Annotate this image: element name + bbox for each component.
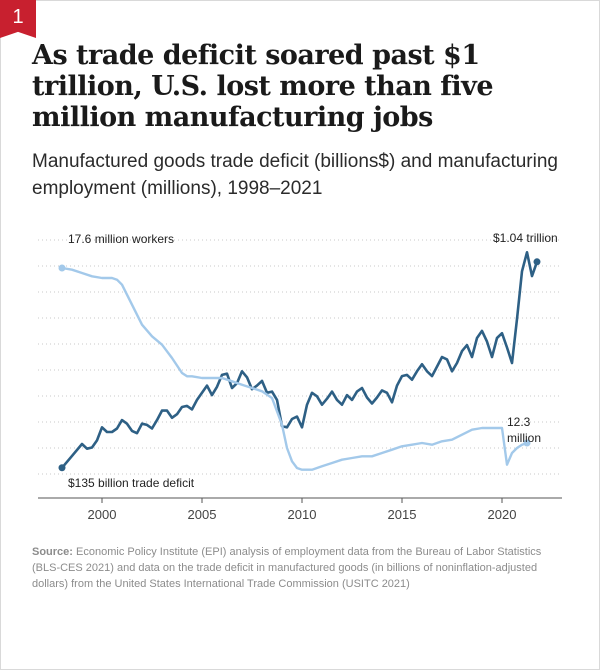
x-axis: 2000 2005 2010 2015 2020 bbox=[38, 497, 562, 522]
annotations: 17.6 million workers $1.04 trillion 12.3 mi… bbox=[68, 231, 558, 490]
gridlines bbox=[38, 239, 562, 475]
annotation-employment-start: 17.6 million workers bbox=[68, 232, 174, 246]
x-tick-label: 2005 bbox=[188, 507, 217, 522]
x-tick-label: 2000 bbox=[88, 507, 117, 522]
chart-subtitle: Manufactured goods trade deficit (billio… bbox=[32, 151, 558, 199]
deficit-end-point bbox=[533, 258, 541, 266]
annotation-employment-end-line2: million bbox=[507, 431, 541, 445]
x-tick-label: 2020 bbox=[488, 507, 517, 522]
source-note: Source: Economic Policy Institute (EPI) … bbox=[32, 544, 572, 592]
source-label: Source: bbox=[32, 546, 73, 558]
deficit-start-point bbox=[58, 464, 66, 472]
figure-number-badge: 1 bbox=[0, 0, 36, 38]
source-text: Economic Policy Institute (EPI) analysis… bbox=[32, 546, 542, 590]
annotation-deficit-end: $1.04 trillion bbox=[493, 231, 558, 245]
chart-title: As trade deficit soared past $1 trillion… bbox=[32, 40, 494, 133]
line-chart: 2000 2005 2010 2015 2020 17.6 million worker… bbox=[38, 231, 562, 522]
annotation-employment-end: 12.3 million bbox=[507, 415, 541, 445]
annotation-employment-end-line1: 12.3 bbox=[507, 415, 531, 429]
deficit-line bbox=[60, 251, 539, 470]
x-tick-label: 2015 bbox=[388, 507, 417, 522]
series-lines bbox=[58, 251, 541, 472]
x-tick-label: 2010 bbox=[288, 507, 317, 522]
employment-line bbox=[60, 266, 529, 471]
employment-end-point bbox=[523, 439, 531, 447]
annotation-deficit-start: $135 billion trade deficit bbox=[68, 476, 195, 490]
employment-start-point bbox=[58, 264, 66, 272]
